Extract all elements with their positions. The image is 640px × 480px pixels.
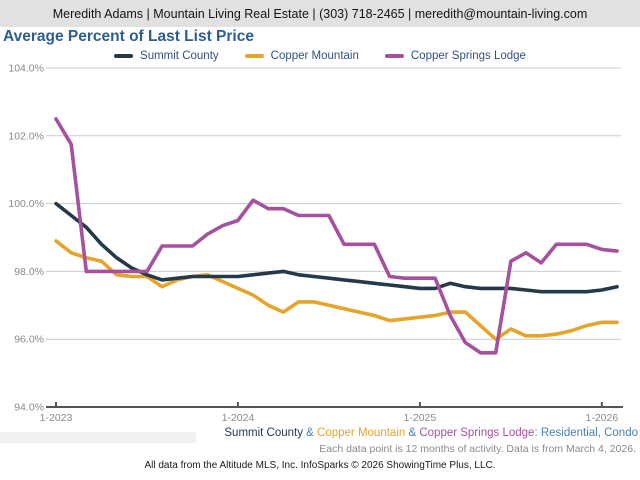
x-axis-tick-label: 1-2025 [404,412,437,424]
legend-item-copper-springs-lodge[interactable]: Copper Springs Lodge [384,50,526,62]
chart-legend: Summit County Copper Mountain Copper Spr… [0,50,640,62]
data-note-line: Each data point is 12 months of activity… [319,443,636,455]
attribution-part-2: Copper Mountain [317,427,406,439]
summit-county-line[interactable] [54,201,619,294]
y-axis-tick-label: 100.0% [8,198,44,210]
header-contact-bar: Meredith Adams | Mountain Living Real Es… [0,0,640,27]
copper-mountain-legend-dash-icon [244,54,264,58]
attribution-part-4: Copper Springs Lodge [419,427,535,439]
legend-item-summit-county[interactable]: Summit County [114,50,219,62]
legend-label-summit-county: Summit County [140,50,219,62]
footer-left-strip [0,432,196,443]
y-axis-tick-label: 102.0% [8,130,44,142]
copper-springs-lodge-line[interactable] [54,117,619,355]
copper-springs-lodge-legend-dash-icon [384,54,404,58]
legend-label-copper-springs-lodge: Copper Springs Lodge [410,50,526,62]
y-axis-tick-label: 104.0% [8,63,44,75]
x-axis-tick-label: 1-2024 [222,412,255,424]
attribution-part-1: & [302,427,318,439]
page-title: Average Percent of Last List Price [3,28,254,45]
attribution-part-5: : Residential, Condo [534,427,638,439]
summit-county-legend-dash-icon [114,54,134,58]
y-axis-tick-label: 96.0% [14,334,44,346]
legend-item-copper-mountain[interactable]: Copper Mountain [244,50,359,62]
legend-label-copper-mountain: Copper Mountain [270,50,359,62]
contact-line: Meredith Adams | Mountain Living Real Es… [52,6,588,21]
attribution-part-3: & [405,427,420,439]
x-axis-tick-label: 1-2026 [585,412,618,424]
copper-mountain-line[interactable] [54,239,619,342]
mls-copyright-line: All data from the Altitude MLS, Inc. Inf… [144,460,496,471]
y-axis-tick-label: 98.0% [14,266,44,278]
attribution-series-line: Summit County & Copper Mountain & Copper… [224,427,638,439]
y-axis-tick-label: 94.0% [14,402,44,414]
attribution-part-0: Summit County [224,427,303,439]
x-axis-tick-label: 1-2023 [40,412,73,424]
